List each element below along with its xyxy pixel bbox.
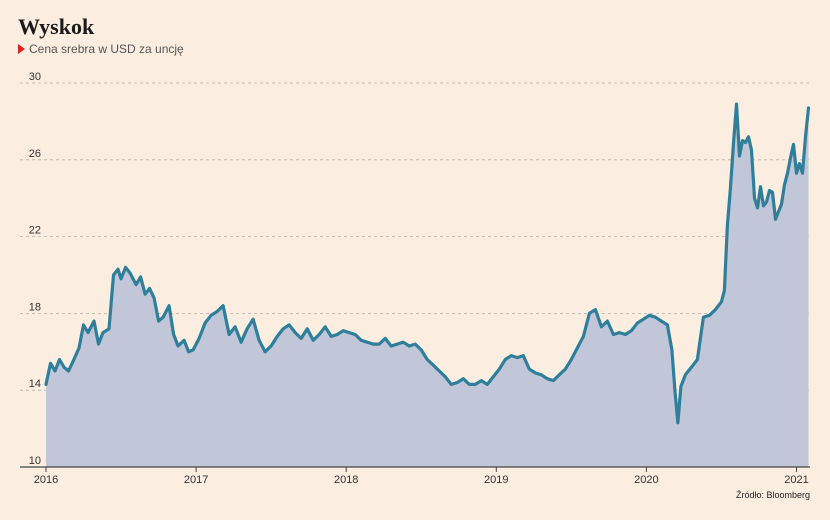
- axes: [20, 466, 810, 472]
- x-tick-labels: 2016 2017 2018 2019 2020 2021: [34, 474, 809, 486]
- y-tick-label: 30: [29, 71, 41, 83]
- x-tick-label: 2020: [634, 474, 658, 486]
- y-tick-label: 18: [29, 301, 41, 313]
- chart-title: Wyskok: [18, 14, 95, 39]
- x-tick-label: 2021: [784, 474, 808, 486]
- y-tick-labels: 10 14 18 22 26 30: [29, 71, 41, 467]
- x-tick-label: 2016: [34, 474, 58, 486]
- subtitle-text: Cena srebra w USD za uncję: [29, 42, 184, 56]
- subtitle-marker-icon: [18, 44, 25, 54]
- y-tick-label: 14: [29, 378, 41, 390]
- x-tick-label: 2019: [484, 474, 508, 486]
- area-layer: [44, 102, 811, 467]
- price-line: [44, 102, 811, 425]
- y-tick-label: 22: [29, 225, 41, 237]
- x-tick-label: 2017: [184, 474, 208, 486]
- y-tick-label: 26: [29, 148, 41, 160]
- source-note: Źródło: Bloomberg: [735, 490, 810, 500]
- price-area: [46, 104, 809, 467]
- chart-subtitle: Cena srebra w USD za uncję: [18, 42, 184, 56]
- y-tick-label: 10: [29, 455, 41, 467]
- x-tick-label: 2018: [334, 474, 358, 486]
